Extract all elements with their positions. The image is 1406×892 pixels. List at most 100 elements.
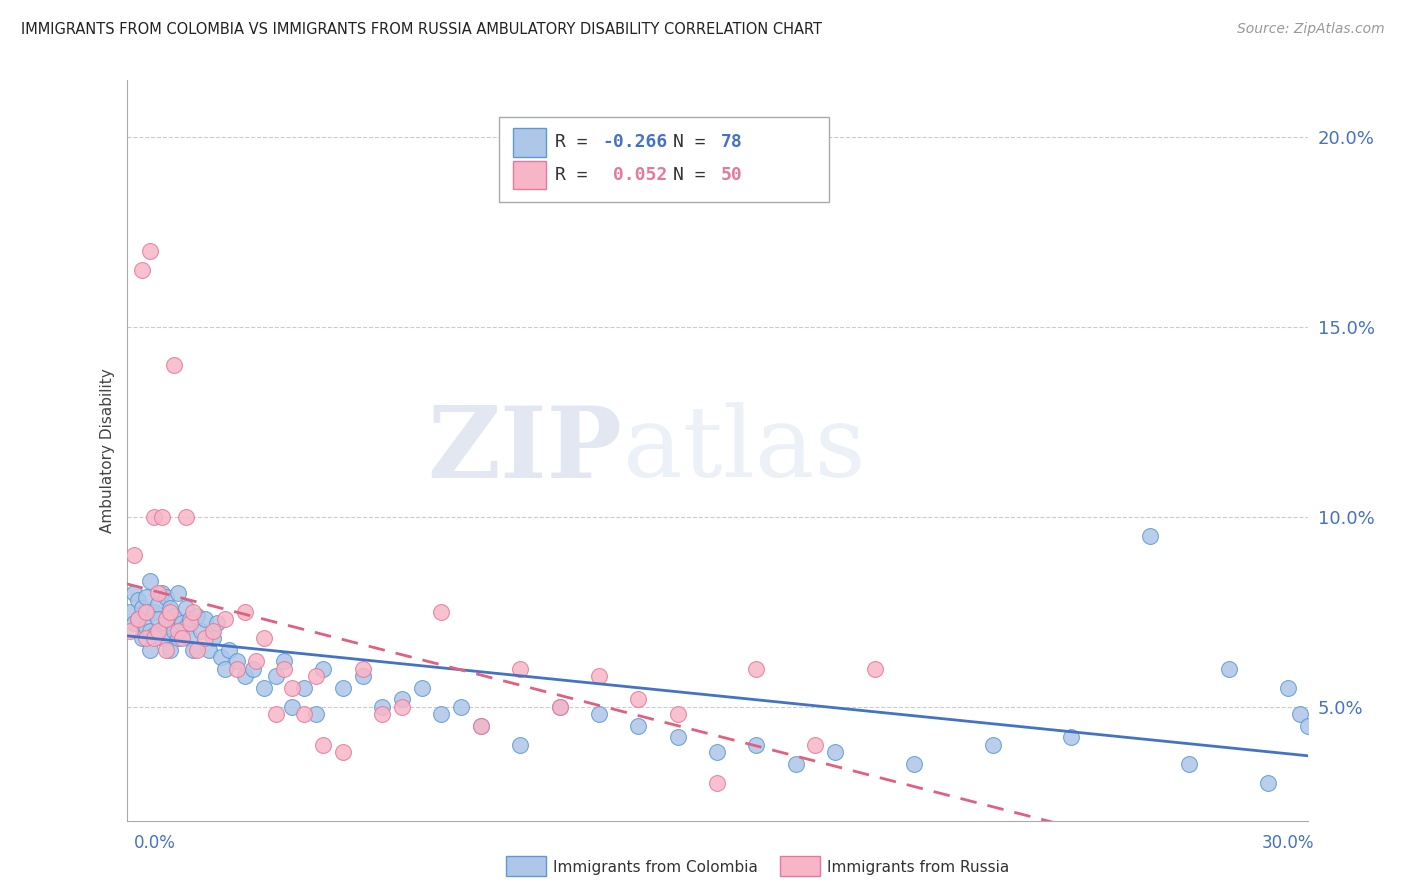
Point [143, 632, 166, 646]
Point [170, 632, 193, 646]
Point [292, 681, 315, 695]
Point [225, 662, 247, 676]
Point [163, 358, 186, 372]
Point [588, 707, 610, 722]
Point [352, 669, 374, 683]
Point [127, 593, 149, 607]
Point [264, 707, 287, 722]
Point [785, 756, 807, 771]
Point [304, 669, 326, 683]
Point [143, 627, 166, 641]
Point [264, 669, 287, 683]
Point [139, 244, 162, 259]
Point [131, 601, 153, 615]
Point [281, 681, 304, 695]
Text: 0.052: 0.052 [603, 166, 668, 184]
FancyBboxPatch shape [499, 118, 830, 202]
Point [312, 662, 335, 676]
Point [981, 738, 1004, 752]
Point [202, 624, 225, 638]
Point [273, 654, 295, 668]
Point [245, 654, 267, 668]
Point [706, 775, 728, 789]
Point [411, 681, 433, 695]
Point [304, 707, 326, 722]
Point [745, 738, 768, 752]
Point [163, 624, 186, 638]
Text: IMMIGRANTS FROM COLOMBIA VS IMMIGRANTS FROM RUSSIA AMBULATORY DISABILITY CORRELA: IMMIGRANTS FROM COLOMBIA VS IMMIGRANTS F… [21, 22, 823, 37]
Point [150, 632, 173, 646]
Point [1296, 719, 1319, 733]
Text: 50: 50 [721, 166, 742, 184]
Point [124, 616, 146, 631]
Point [135, 620, 157, 634]
Point [1178, 756, 1201, 771]
Point [391, 699, 413, 714]
Point [548, 699, 571, 714]
Point [627, 692, 650, 706]
Point [371, 707, 394, 722]
Point [155, 642, 177, 657]
Point [174, 620, 197, 634]
Point [863, 662, 886, 676]
Text: 78: 78 [721, 134, 742, 152]
Point [470, 719, 492, 733]
Point [205, 616, 228, 631]
Point [281, 699, 304, 714]
Text: -0.266: -0.266 [603, 134, 668, 152]
Point [139, 642, 162, 657]
Point [903, 756, 925, 771]
Point [131, 632, 153, 646]
Text: ZIP: ZIP [427, 402, 623, 499]
Text: N =: N = [673, 166, 717, 184]
Text: 30.0%: 30.0% [1263, 834, 1315, 852]
Point [1218, 662, 1240, 676]
Point [588, 669, 610, 683]
Point [155, 616, 177, 631]
Point [155, 612, 177, 626]
Point [163, 608, 186, 623]
Point [146, 586, 169, 600]
Point [1257, 775, 1279, 789]
Point [198, 642, 221, 657]
Point [166, 632, 188, 646]
Point [179, 612, 201, 626]
Point [450, 699, 472, 714]
Text: R =: R = [555, 134, 599, 152]
Text: 0.0%: 0.0% [134, 834, 176, 852]
Point [170, 616, 193, 631]
Point [273, 662, 295, 676]
Point [209, 650, 232, 665]
Point [166, 624, 188, 638]
Point [292, 707, 315, 722]
Text: R =: R = [555, 166, 599, 184]
Point [666, 730, 689, 744]
Point [233, 605, 256, 619]
Point [120, 624, 142, 638]
Point [186, 642, 208, 657]
Point [371, 699, 394, 714]
Point [174, 509, 197, 524]
Text: Source: ZipAtlas.com: Source: ZipAtlas.com [1237, 22, 1385, 37]
Point [183, 642, 205, 657]
Point [548, 699, 571, 714]
Point [1277, 681, 1299, 695]
Point [242, 662, 264, 676]
Point [312, 738, 335, 752]
Point [159, 601, 181, 615]
Point [143, 509, 166, 524]
Point [1139, 529, 1161, 543]
Y-axis label: Ambulatory Disability: Ambulatory Disability [100, 368, 115, 533]
Point [824, 745, 846, 759]
Point [430, 605, 453, 619]
Point [509, 738, 531, 752]
Point [159, 642, 181, 657]
Point [253, 632, 276, 646]
Point [214, 612, 236, 626]
Point [183, 605, 205, 619]
Point [627, 719, 650, 733]
Point [179, 632, 201, 646]
Point [179, 616, 201, 631]
Point [225, 654, 247, 668]
Point [186, 608, 208, 623]
